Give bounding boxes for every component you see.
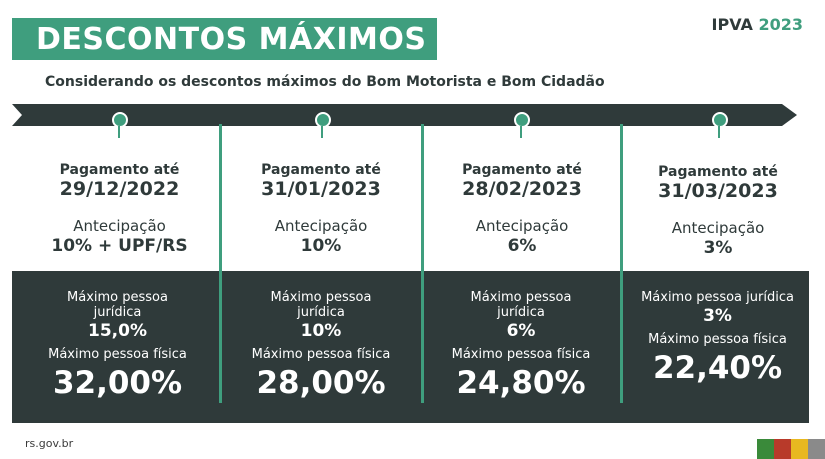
- payment-column: Pagamento até 31/01/2023 Antecipação 10%: [222, 162, 420, 257]
- pj-label: Máximo pessoa jurídica: [641, 290, 794, 305]
- pj-label: Máximo pessoa jurídica: [67, 290, 168, 320]
- page-title: DESCONTOS MÁXIMOS: [36, 21, 427, 57]
- payment-label: Pagamento até: [658, 164, 778, 180]
- pf-label: Máximo pessoa física: [451, 347, 591, 362]
- anticipation-label: Antecipação: [73, 217, 166, 235]
- anticipation-label: Antecipação: [274, 217, 368, 235]
- payment-date: 28/02/2023: [462, 178, 582, 200]
- payment-column: Pagamento até 28/02/2023 Antecipação 6%: [424, 162, 620, 257]
- footer-site-link[interactable]: rs.gov.br: [25, 437, 74, 450]
- discount-column: Máximo pessoa jurídica 3% Máximo pessoa …: [640, 290, 795, 388]
- pj-value: 3%: [703, 306, 732, 326]
- pj-label: Máximo pessoa jurídica: [470, 290, 572, 320]
- anticipation-label: Antecipação: [671, 219, 765, 237]
- column-divider: [620, 124, 623, 403]
- column-divider: [219, 124, 222, 403]
- anticipation-value: 3%: [703, 238, 733, 258]
- pf-label: Máximo pessoa física: [648, 332, 787, 347]
- pf-value: 24,80%: [456, 365, 586, 401]
- pj-value: 6%: [506, 321, 536, 341]
- discount-column: Máximo pessoa jurídica 10% Máximo pessoa…: [246, 290, 396, 403]
- pf-value: 22,40%: [652, 350, 783, 386]
- payment-label: Pagamento até: [59, 162, 180, 178]
- state-flag-icon: [757, 439, 825, 459]
- anticipation-value: 10% + UPF/RS: [51, 236, 188, 256]
- discount-column: Máximo pessoa jurídica 15,0% Máximo pess…: [45, 290, 190, 403]
- pf-label: Máximo pessoa física: [251, 347, 391, 362]
- anticipation-value: 6%: [507, 236, 537, 256]
- anticipation-label: Antecipação: [475, 217, 569, 235]
- payment-date: 31/01/2023: [261, 178, 381, 200]
- timeline-arrow: [12, 104, 797, 126]
- discount-panel: [12, 271, 809, 423]
- payment-date: 31/03/2023: [658, 180, 778, 202]
- pf-label: Máximo pessoa física: [48, 347, 187, 362]
- payment-label: Pagamento até: [462, 162, 582, 178]
- timeline-pin: [112, 112, 128, 138]
- timeline-pin: [514, 112, 530, 138]
- payment-column: Pagamento até 31/03/2023 Antecipação 3%: [623, 164, 813, 259]
- ipva-year: 2023: [758, 15, 803, 34]
- timeline-pin: [712, 112, 728, 138]
- payment-label: Pagamento até: [261, 162, 381, 178]
- pj-label: Máximo pessoa jurídica: [270, 290, 372, 320]
- payment-column: Pagamento até 29/12/2022 Antecipação 10%…: [22, 162, 217, 257]
- ipva-label: IPVA 2023: [712, 15, 803, 34]
- ipva-text: IPVA: [711, 15, 753, 34]
- discount-column: Máximo pessoa jurídica 6% Máximo pessoa …: [446, 290, 596, 403]
- title-banner: DESCONTOS MÁXIMOS: [12, 18, 437, 60]
- payment-date: 29/12/2022: [59, 178, 180, 200]
- pj-value: 15,0%: [88, 321, 147, 341]
- subtitle: Considerando os descontos máximos do Bom…: [45, 74, 605, 90]
- anticipation-value: 10%: [300, 236, 342, 256]
- pf-value: 28,00%: [256, 365, 386, 401]
- timeline-pin: [315, 112, 331, 138]
- pf-value: 32,00%: [52, 365, 183, 401]
- column-divider: [421, 124, 424, 403]
- pj-value: 10%: [300, 321, 342, 341]
